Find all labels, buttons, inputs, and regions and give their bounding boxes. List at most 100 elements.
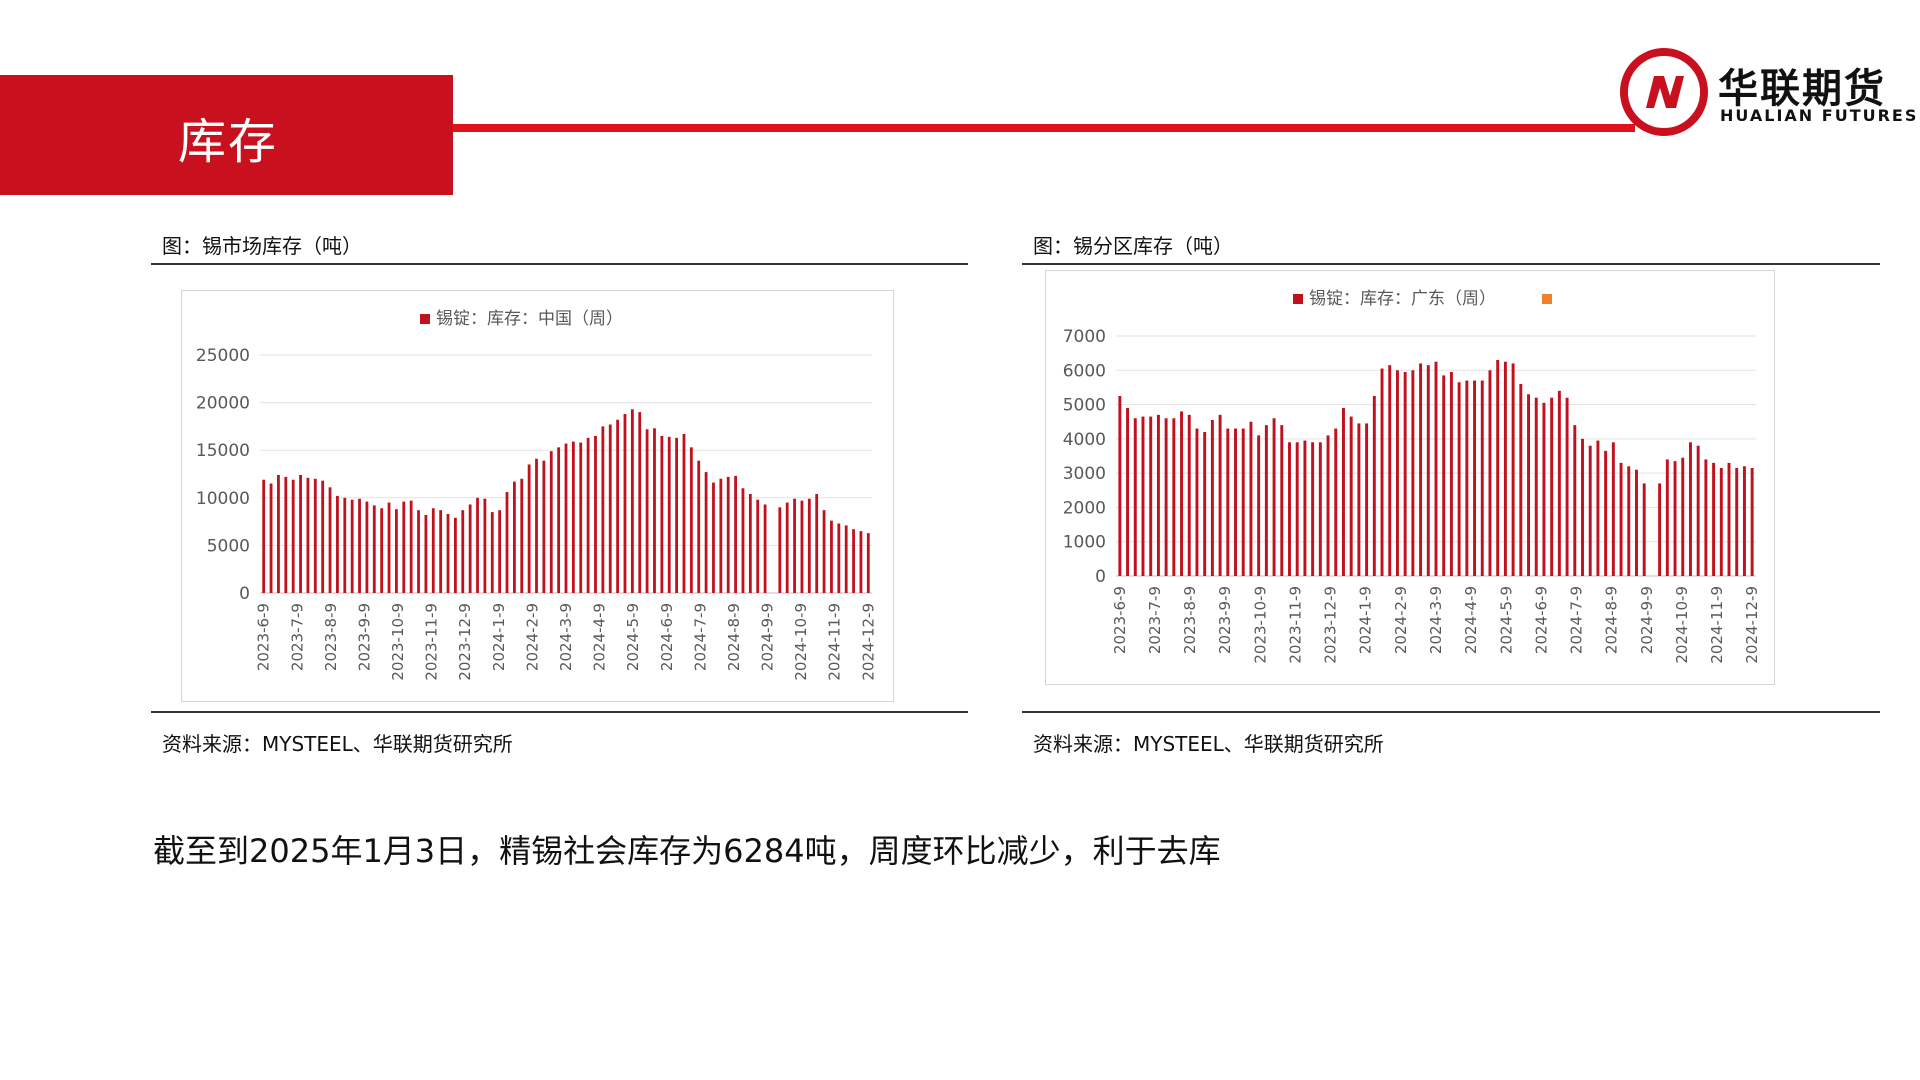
x-tick-label: 2024-12-9 (859, 603, 877, 681)
bar (1403, 372, 1407, 576)
bar (490, 512, 494, 593)
bar (269, 483, 273, 593)
bar (734, 475, 737, 593)
bar (306, 477, 310, 593)
y-tick-label: 15000 (196, 441, 250, 461)
bar (1180, 411, 1184, 576)
legend-swatch (420, 314, 430, 324)
y-tick-label: 5000 (1063, 396, 1106, 416)
bar (1395, 370, 1399, 576)
bar (1465, 380, 1469, 576)
bar (1457, 382, 1461, 576)
bar (1241, 428, 1245, 576)
bar (387, 502, 391, 593)
bar (336, 495, 339, 593)
bar (446, 513, 450, 593)
bar (719, 478, 723, 593)
legend: 锡锭：库存：中国（周） (420, 309, 623, 329)
bar (277, 474, 280, 593)
bar (741, 488, 745, 593)
bar (1203, 432, 1207, 576)
bar (1118, 396, 1122, 576)
bar (431, 508, 435, 593)
bar (1658, 483, 1662, 576)
bar (601, 426, 605, 593)
bar (358, 498, 361, 593)
bar (1565, 397, 1569, 576)
x-tick-label: 2024-2-9 (523, 603, 541, 671)
bar (1449, 372, 1453, 576)
x-tick-label: 2024-9-9 (759, 603, 777, 671)
chart-top-rule (151, 263, 968, 265)
bar (852, 529, 855, 593)
bar (830, 520, 833, 593)
bar (1442, 375, 1446, 576)
bar (1550, 397, 1554, 576)
x-tick-label: 2024-1-9 (490, 603, 508, 671)
bar (505, 492, 509, 593)
bar (1750, 468, 1754, 576)
bar (1195, 428, 1199, 576)
bar (1249, 421, 1253, 576)
bar (763, 504, 767, 593)
y-tick-label: 2000 (1063, 498, 1106, 518)
y-tick-label: 0 (239, 584, 250, 604)
bar (1696, 445, 1700, 576)
x-tick-label: 2024-11-9 (826, 603, 844, 681)
bar (1226, 428, 1230, 576)
bar (1133, 418, 1137, 576)
x-tick-label: 2024-11-9 (1708, 586, 1726, 664)
chart-caption-market: 图：锡市场库存（吨） (162, 234, 362, 258)
bar (1295, 442, 1299, 576)
bar (461, 510, 465, 593)
x-tick-label: 2024-2-9 (1392, 586, 1410, 654)
bar (660, 435, 664, 593)
bar (1503, 361, 1507, 576)
conclusion-text: 截至到2025年1月3日，精锡社会库存为6284吨，周度环比减少，利于去库 (153, 832, 1221, 870)
x-tick-label: 2023-6-9 (1111, 586, 1129, 654)
bar (822, 510, 826, 593)
bar (424, 514, 428, 593)
legend: 锡锭：库存：广东（周） (1293, 289, 1552, 309)
bar (807, 498, 811, 593)
y-tick-label: 10000 (196, 489, 250, 509)
bar (594, 435, 597, 593)
bar (1342, 408, 1345, 576)
bar (837, 523, 841, 593)
bar (712, 482, 715, 593)
bar (1357, 423, 1361, 576)
bar (1712, 462, 1716, 576)
bar (365, 501, 369, 593)
bar (1534, 397, 1538, 576)
chart-frame-region: 锡锭：库存：广东（周） 0 1000 2000 3000 4000 5000 6000 700… (1045, 270, 1775, 685)
bar (1234, 428, 1237, 576)
bar (844, 525, 848, 593)
bar (1380, 368, 1384, 576)
bar (1426, 365, 1430, 576)
hualian-logo-icon (1620, 48, 1708, 136)
bar (793, 498, 796, 593)
bar (439, 510, 443, 593)
bar (527, 464, 531, 593)
bar (608, 424, 612, 593)
chart-bottom-rule (1022, 711, 1880, 713)
header-divider-line (453, 124, 1635, 132)
bar (299, 474, 302, 593)
chart-market-inventory: 锡锭：库存：中国（周） 0 5000 10000 15000 20000 25000 202… (196, 309, 877, 681)
bar (866, 533, 870, 593)
x-tick-label: 2024-3-9 (557, 603, 575, 671)
bar (1326, 435, 1330, 576)
bar (284, 476, 288, 593)
bar (1218, 414, 1222, 576)
bar (1334, 428, 1338, 576)
bar (675, 437, 679, 593)
x-tick-label: 2023-12-9 (1322, 586, 1340, 664)
bar (1257, 435, 1261, 576)
bar (1681, 457, 1685, 576)
y-tick-label: 6000 (1063, 361, 1106, 381)
bar (1272, 418, 1276, 576)
bar (1187, 414, 1191, 576)
bar (1542, 402, 1546, 576)
bar (778, 507, 782, 593)
bar (1303, 440, 1307, 576)
